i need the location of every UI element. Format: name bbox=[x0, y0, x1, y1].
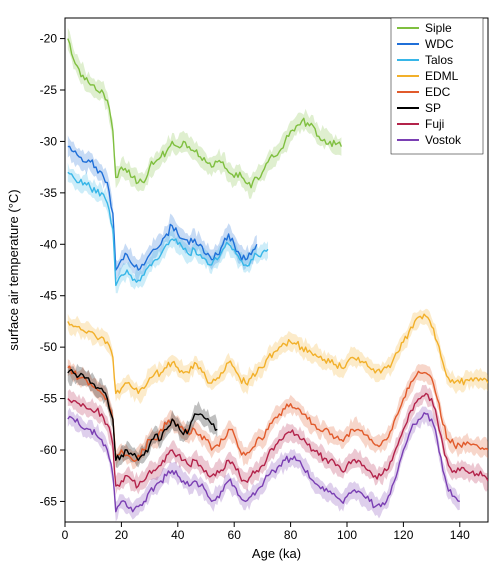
y-tick-label: -50 bbox=[40, 340, 58, 354]
x-tick-label: 80 bbox=[284, 528, 298, 542]
legend-label: EDC bbox=[425, 85, 451, 99]
x-tick-label: 60 bbox=[228, 528, 242, 542]
y-tick-label: -60 bbox=[40, 443, 58, 457]
x-tick-label: 40 bbox=[171, 528, 185, 542]
x-tick-label: 20 bbox=[115, 528, 129, 542]
legend-label: WDC bbox=[425, 37, 454, 51]
y-tick-label: -65 bbox=[40, 494, 58, 508]
legend: Siple WDC Talos EDML EDC SP Fuji Vostok bbox=[391, 18, 483, 154]
x-tick-label: 100 bbox=[337, 528, 357, 542]
x-axis: 0 20 40 60 80 100 120 140 bbox=[62, 522, 470, 542]
y-tick-label: -25 bbox=[40, 83, 58, 97]
y-axis-label: surface air temperature (°C) bbox=[6, 189, 21, 350]
y-tick-label: -35 bbox=[40, 186, 58, 200]
y-tick-label: -20 bbox=[40, 32, 58, 46]
y-tick-label: -55 bbox=[40, 392, 58, 406]
chart-svg: 0 20 40 60 80 100 120 140 Age (ka) -65 -60 -55 -50 -4… bbox=[0, 0, 500, 565]
x-tick-label: 140 bbox=[450, 528, 470, 542]
legend-label: Talos bbox=[425, 53, 453, 67]
y-tick-label: -40 bbox=[40, 237, 58, 251]
x-tick-label: 0 bbox=[62, 528, 69, 542]
legend-label: EDML bbox=[425, 69, 459, 83]
legend-label: Fuji bbox=[425, 117, 444, 131]
x-axis-label: Age (ka) bbox=[252, 546, 301, 561]
legend-label: SP bbox=[425, 101, 441, 115]
series-band-siple bbox=[68, 28, 342, 199]
y-axis: -65 -60 -55 -50 -45 -40 -35 -30 -25 -20 bbox=[40, 32, 65, 509]
legend-label: Siple bbox=[425, 21, 452, 35]
y-tick-label: -45 bbox=[40, 289, 58, 303]
x-tick-label: 120 bbox=[393, 528, 413, 542]
temperature-chart: 0 20 40 60 80 100 120 140 Age (ka) -65 -60 -55 -50 -4… bbox=[0, 0, 500, 565]
y-tick-label: -30 bbox=[40, 134, 58, 148]
legend-label: Vostok bbox=[425, 133, 462, 147]
